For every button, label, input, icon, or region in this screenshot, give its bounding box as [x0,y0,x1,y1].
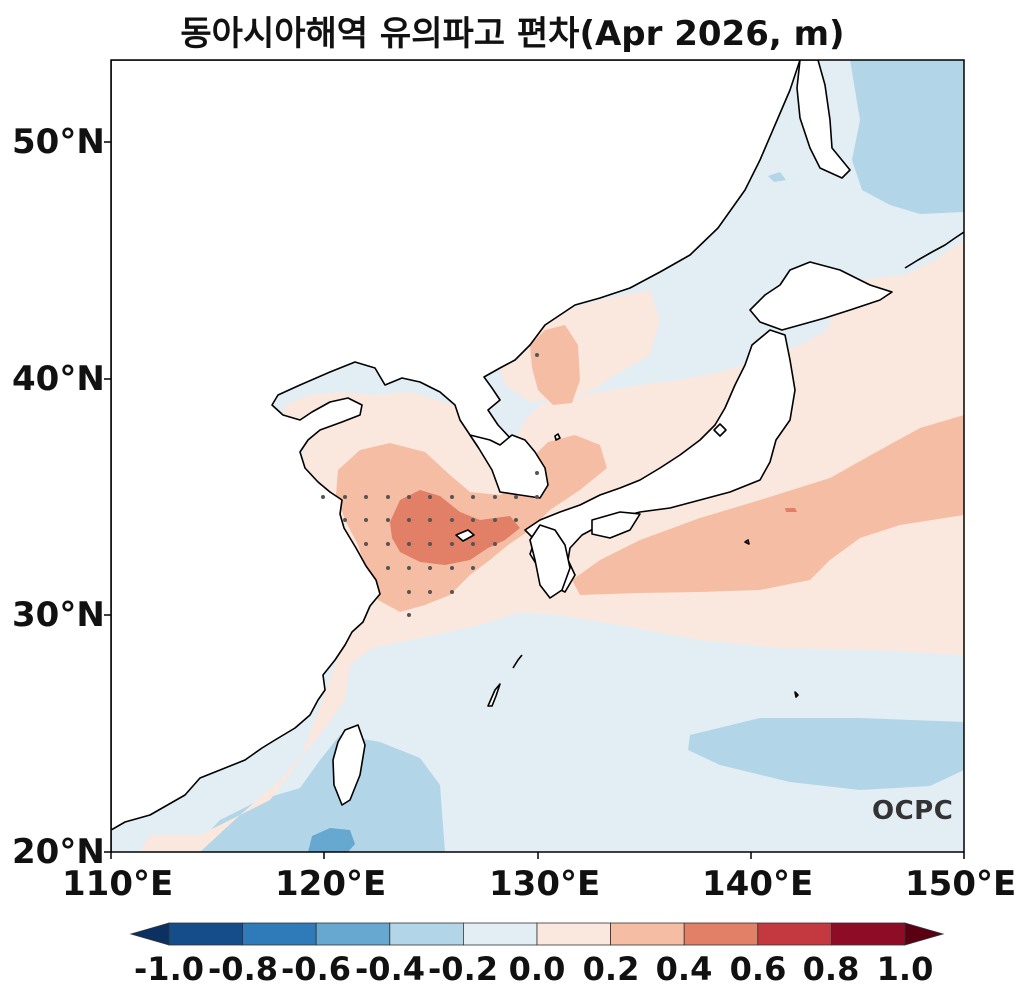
colorbar-label: -0.2 [428,950,498,988]
ryukyu-islands [512,654,523,669]
negative-anomaly-northeast [850,60,964,214]
y-tick-30n: 30°N [12,595,105,635]
ogasawara-island [794,691,799,698]
colorbar-label: -0.6 [281,950,351,988]
colorbar-label: 0.8 [802,950,860,988]
y-tick-20n: 20°N [12,832,105,872]
axis-ticks [104,141,965,859]
sakhalin-island [796,60,851,179]
ocpc-watermark-logo: OCPC [872,796,954,826]
colorbar [129,922,945,946]
x-tick-120e: 120°E [275,864,387,904]
anomaly-field [111,60,964,852]
x-tick-110e: 110°E [62,864,174,904]
korean-peninsula-fill [469,434,549,499]
colorbar-label: 0.0 [508,950,566,988]
asian-continent [111,60,801,852]
izu-island [744,539,750,545]
significance-stippling [321,353,539,617]
x-tick-130e: 130°E [489,864,601,904]
colorbar-label: 0.6 [729,950,787,988]
ulleung-island [554,433,561,441]
negative-anomaly-southwest [190,735,445,852]
taiwan-island [332,724,366,806]
hokkaido-island [749,261,893,331]
colorbar-label: -0.4 [355,950,425,988]
colorbar-extend-low [129,922,170,946]
positive-anomaly-north-coast [530,325,580,405]
positive-anomaly-core [390,490,520,565]
y-tick-40n: 40°N [12,359,105,399]
colorbar-label: 0.2 [582,950,640,988]
colorbar-label: 1.0 [876,950,934,988]
shikoku-island [591,511,641,539]
x-tick-140e: 140°E [702,864,814,904]
colorbar-label: -1.0 [134,950,204,988]
kuril-islands [904,231,964,269]
colorbar-label: -0.8 [208,950,278,988]
sado-island [713,423,727,437]
okinawa-islands [487,683,501,707]
negative-anomaly-east [688,718,964,790]
jeju-island [455,529,475,542]
kyushu-island [529,524,571,599]
colorbar-label: 0.4 [655,950,713,988]
x-tick-150e: 150°E [905,864,1017,904]
negative-anomaly-core [308,828,355,852]
small-negative-spot [768,172,786,182]
land [111,60,964,852]
map-title: 동아시아해역 유의파고 편차(Apr 2026, m) [180,14,845,54]
y-tick-50n: 50°N [12,122,105,162]
colorbar-extend-high [904,922,945,946]
positive-anomaly-small-east [785,508,797,512]
positive-anomaly-pacific [572,415,964,595]
